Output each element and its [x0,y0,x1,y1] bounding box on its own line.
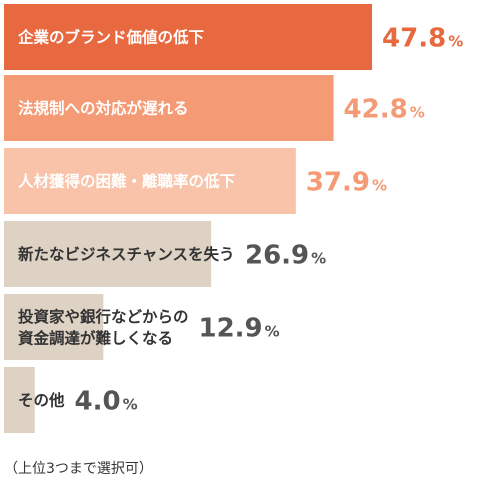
bar-6 [4,367,35,433]
category-label: 資金調達が難しくなる [18,328,173,347]
bar-4 [4,221,212,287]
footnote: （上位3つまで選択可） [4,461,153,477]
bar-5 [4,294,104,360]
value-label: 47.8% [382,23,463,53]
category-label: 企業のブランド価値の低下 [17,28,204,47]
value-label: 4.0% [75,386,138,416]
bar-3 [4,148,296,214]
bar-2 [4,75,334,141]
value-label: 26.9% [245,240,326,270]
category-label: 法規制への対応が遅れる [18,99,189,118]
category-label: 新たなビジネスチャンスを失う [18,245,235,264]
bar-1 [4,4,373,70]
category-label: 投資家や銀行などからの [18,307,189,326]
category-label: その他 [18,391,65,410]
category-label: 人材獲得の困難・離職率の低下 [18,172,235,191]
value-label: 42.8% [344,94,425,124]
value-label: 12.9% [199,313,280,343]
value-label: 37.9% [306,167,387,197]
